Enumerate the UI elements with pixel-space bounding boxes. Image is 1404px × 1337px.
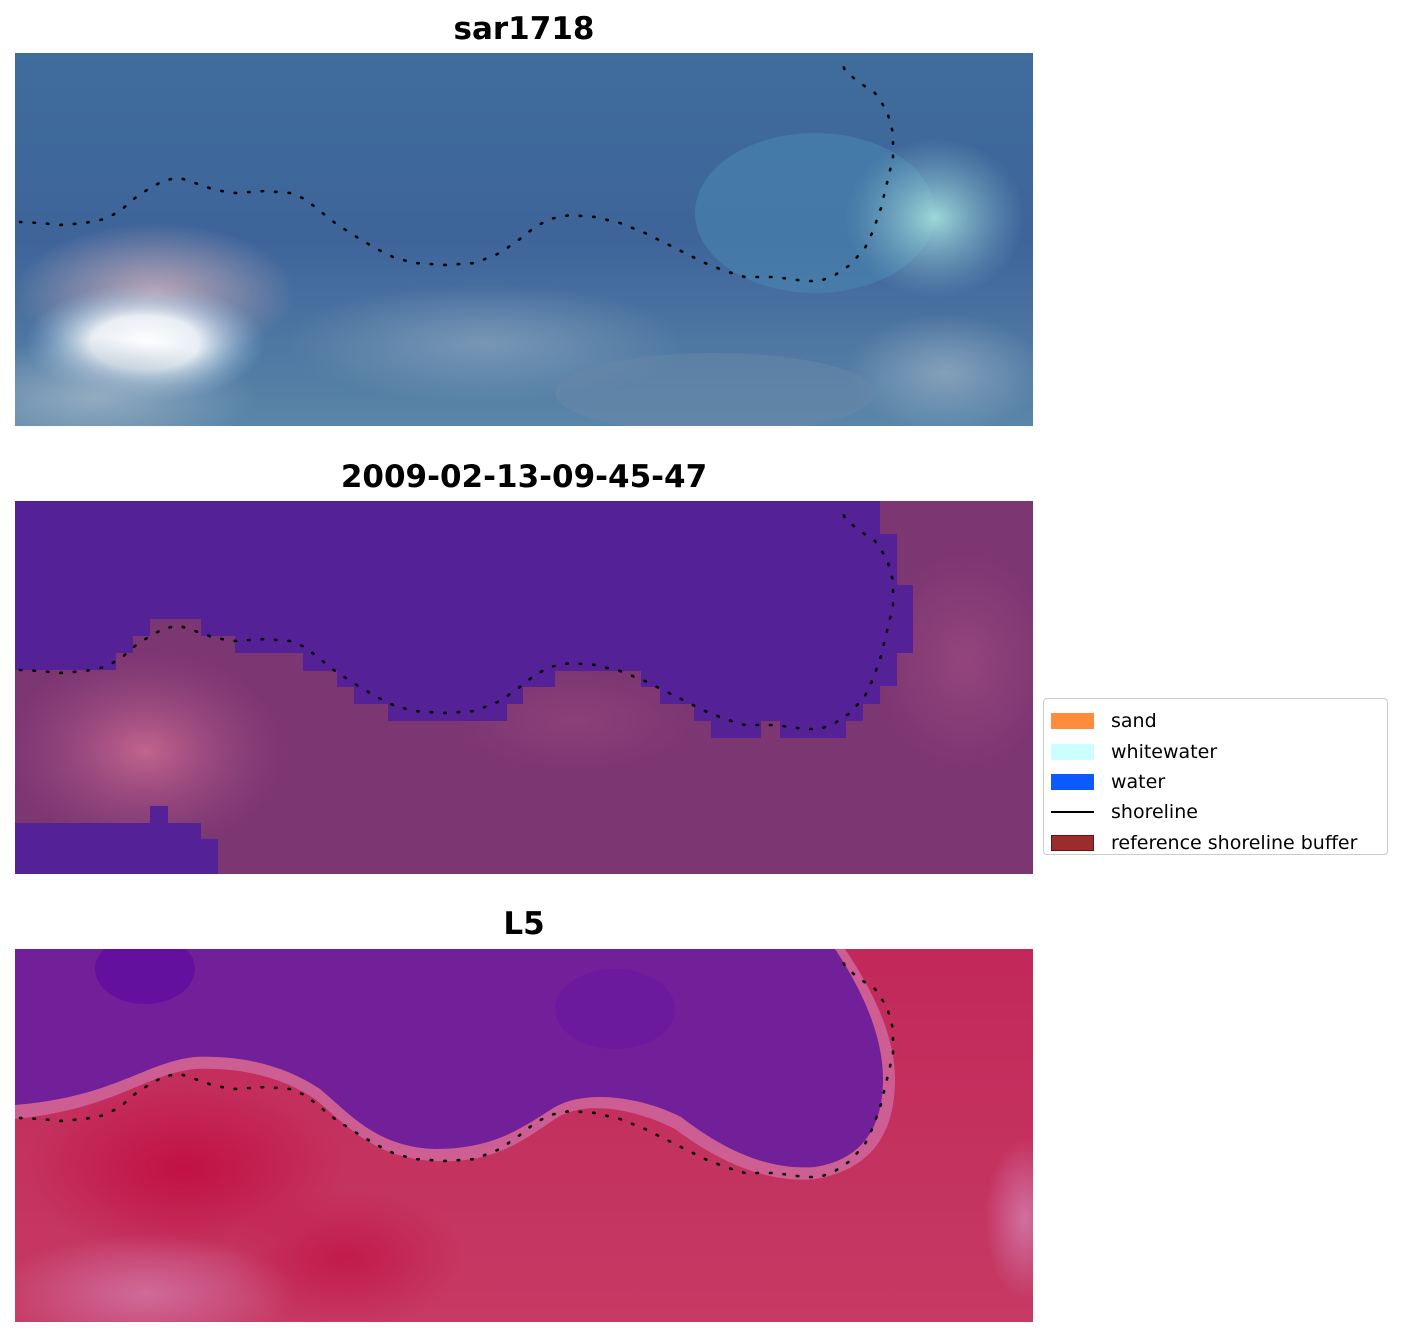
- shoreline-line-icon: [1051, 811, 1094, 814]
- panel-l5: [15, 949, 1033, 1322]
- legend-label-water: water: [1111, 770, 1166, 793]
- legend-item-shoreline: shoreline: [1051, 797, 1387, 827]
- reference-buffer-swatch-icon: [1051, 834, 1094, 851]
- panel-title-classification: 2009-02-13-09-45-47: [340, 459, 708, 495]
- legend-label-shoreline: shoreline: [1111, 801, 1198, 824]
- legend-label-reference-buffer: reference shoreline buffer: [1111, 831, 1358, 854]
- panel-title-sar1718: sar1718: [453, 11, 595, 47]
- panel-sar1718: [15, 53, 1033, 426]
- legend-item-reference-buffer: reference shoreline buffer: [1051, 828, 1387, 858]
- legend-item-whitewater: whitewater: [1051, 736, 1387, 766]
- whitewater-swatch-icon: [1051, 743, 1094, 760]
- legend-item-sand: sand: [1051, 706, 1387, 736]
- legend-label-sand: sand: [1111, 710, 1157, 733]
- water-swatch-icon: [1051, 773, 1094, 790]
- panel-title-l5: L5: [503, 906, 545, 942]
- legend-item-water: water: [1051, 767, 1387, 797]
- panel-classification: [15, 501, 1033, 874]
- sand-swatch-icon: [1051, 713, 1094, 730]
- legend: sand whitewater water shoreline referenc…: [1043, 698, 1388, 855]
- legend-label-whitewater: whitewater: [1111, 740, 1218, 763]
